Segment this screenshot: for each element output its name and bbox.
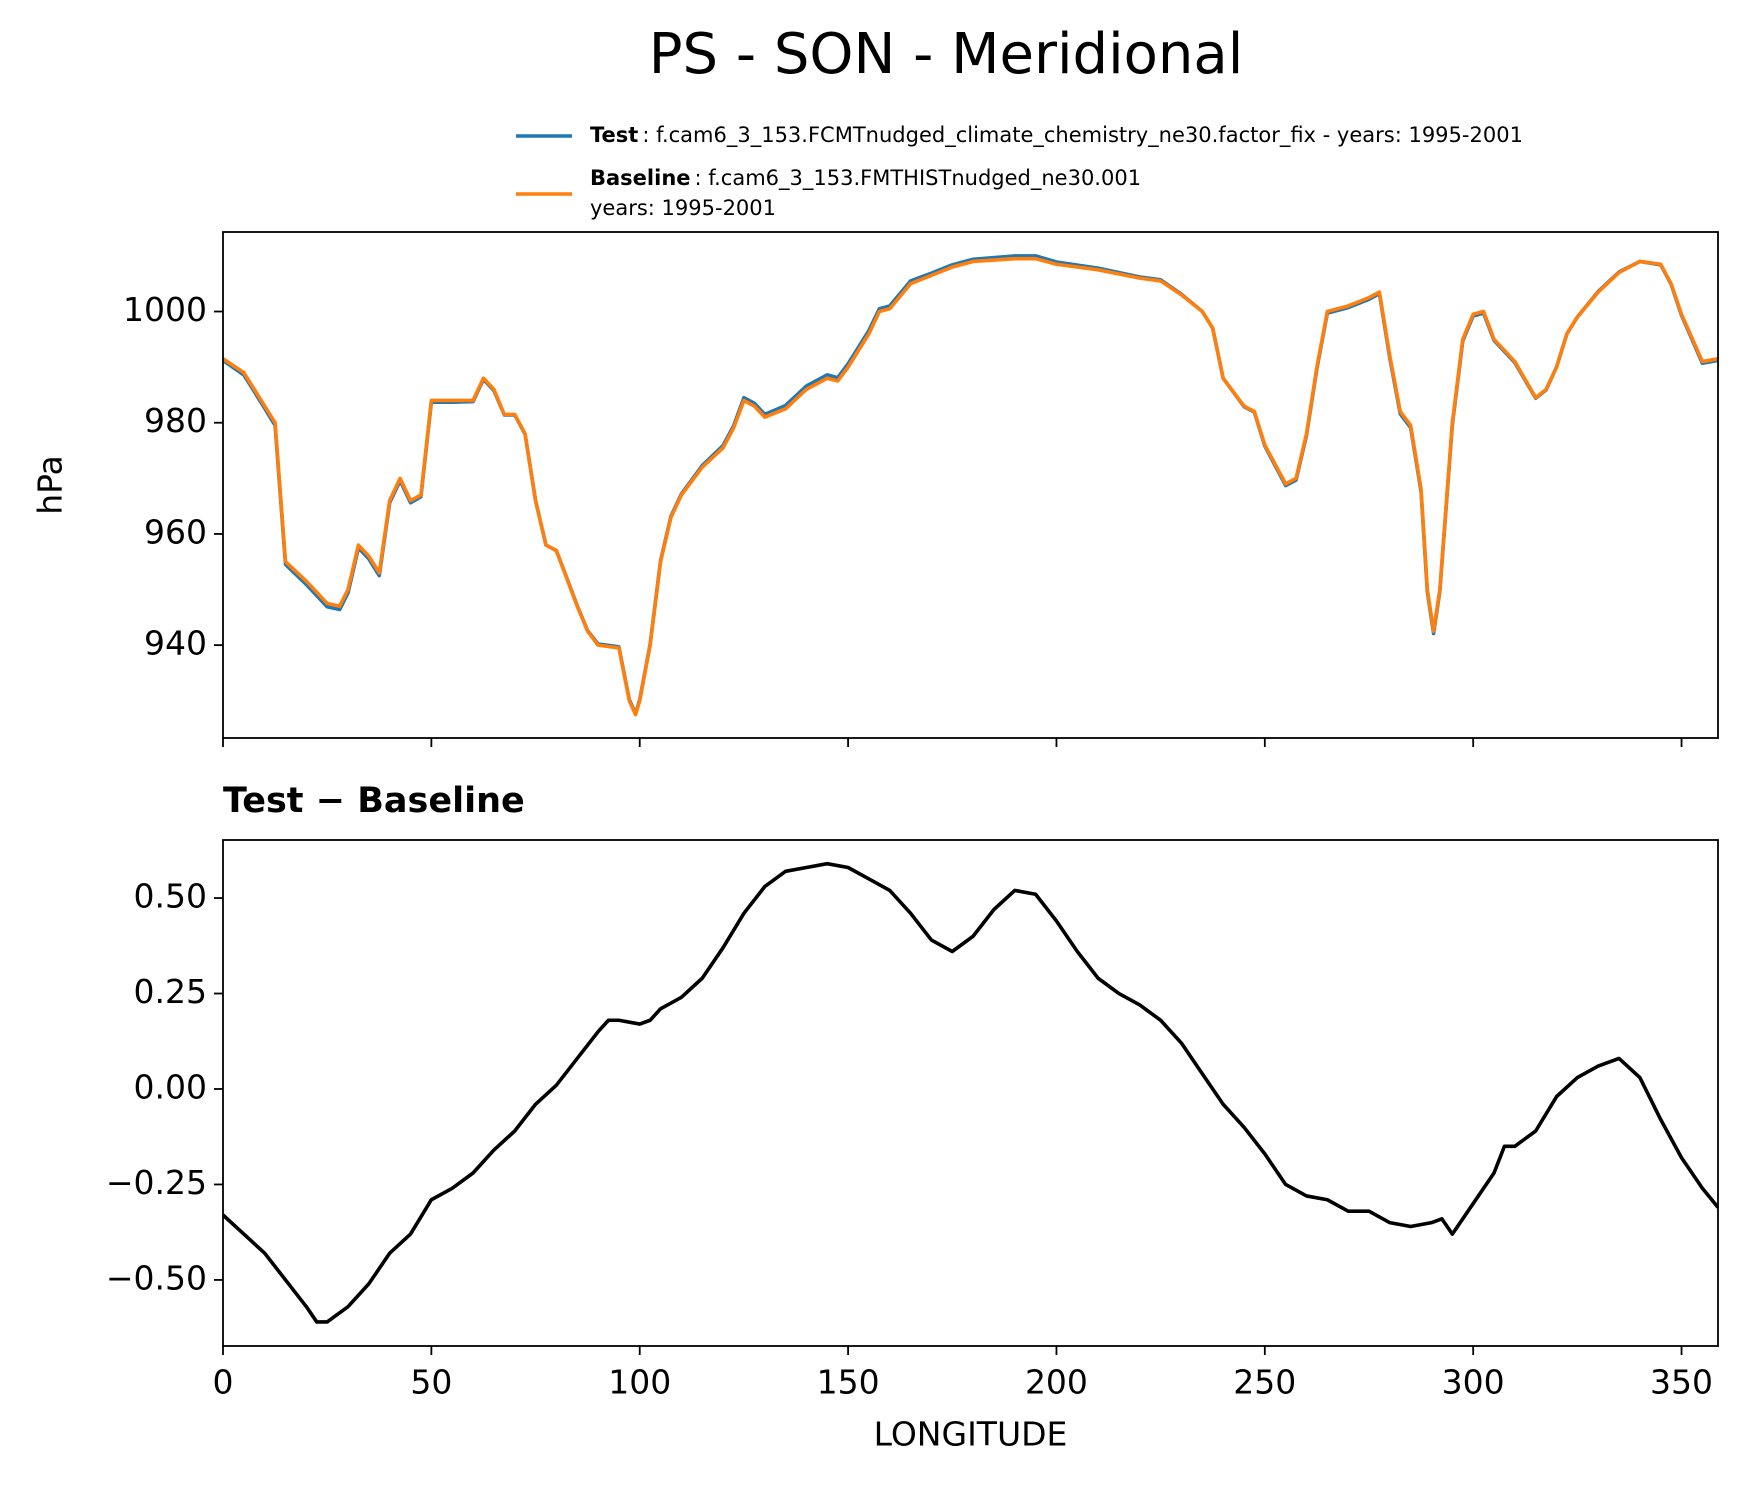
legend-series-name: Baseline	[590, 166, 691, 190]
legend-series-name: Test	[590, 123, 638, 147]
legend-text: : f.cam6_3_153.FMTHISTnudged_ne30.001	[695, 166, 1142, 191]
x-tick-label: 300	[1442, 1363, 1505, 1402]
x-tick-label: 100	[608, 1363, 671, 1402]
legend-label: Test: f.cam6_3_153.FCMTnudged_climate_ch…	[590, 123, 1523, 148]
data-line	[223, 256, 1718, 717]
x-tick-label: 350	[1650, 1363, 1713, 1402]
y-tick-label: 980	[144, 401, 207, 440]
axes-title: Test − Baseline	[223, 781, 525, 821]
legend-label: Baseline: f.cam6_3_153.FMTHISTnudged_ne3…	[590, 166, 1141, 191]
x-tick-label: 0	[213, 1363, 234, 1402]
y-tick-label: −0.25	[106, 1163, 207, 1202]
y-tick-label: 0.00	[134, 1067, 207, 1106]
axes-frame	[222, 231, 1719, 739]
x-tick-label: 250	[1233, 1363, 1296, 1402]
legend-text: : f.cam6_3_153.FCMTnudged_climate_chemis…	[642, 123, 1523, 148]
y-tick-label: 960	[144, 512, 207, 551]
x-axis-label: LONGITUDE	[874, 1415, 1068, 1454]
y-tick-label: 0.50	[134, 877, 207, 916]
x-tick-label: 200	[1025, 1363, 1088, 1402]
y-tick-label: 940	[144, 624, 207, 663]
figure-title: PS - SON - Meridional	[649, 22, 1244, 87]
data-line	[223, 861, 1718, 1324]
y-tick-label: 0.25	[134, 972, 207, 1011]
legend-label: years: 1995-2001	[590, 196, 776, 220]
y-tick-label: −0.50	[106, 1258, 207, 1297]
axes-frame	[222, 839, 1719, 1347]
x-tick-label: 50	[410, 1363, 452, 1402]
legend-text: years: 1995-2001	[590, 196, 776, 220]
y-tick-label: 1000	[123, 290, 207, 329]
x-tick-label: 150	[817, 1363, 880, 1402]
y-axis-label: hPa	[31, 455, 70, 515]
